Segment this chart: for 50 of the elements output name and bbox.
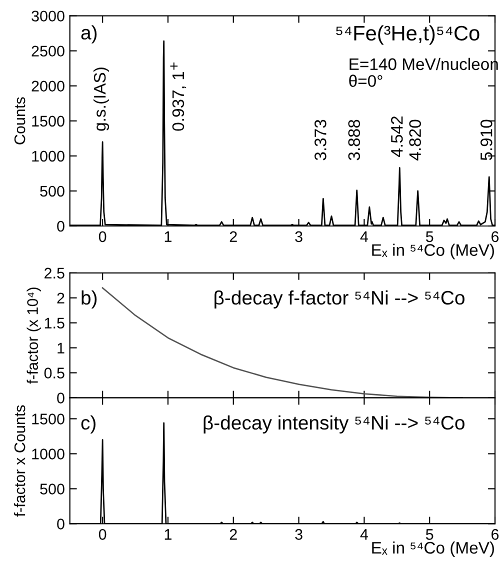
x-tick-label: 4	[360, 529, 368, 540]
x-tick-label: 5	[426, 231, 434, 242]
annotation: g.s.(IAS)	[93, 68, 110, 131]
y-tick-label: 1.5	[44, 318, 64, 329]
annotation: c)	[81, 415, 96, 434]
y-tick-label: 500	[40, 484, 64, 494]
y-tick-label: 1000	[32, 150, 64, 162]
y-tick-label: 0	[57, 518, 64, 530]
x-tick-label: 4	[360, 231, 368, 242]
y-axis-title: f-factor (x 10⁴)	[26, 288, 41, 384]
annotation: b)	[82, 290, 97, 308]
y-tick-label: 1500	[32, 116, 64, 127]
x-tick-label: 1	[164, 529, 172, 540]
x-tick-label: 3	[295, 231, 302, 242]
text: β-decay intensity ⁵⁴Ni --> ⁵⁴Co	[204, 415, 464, 434]
x-tick-label: 2	[230, 231, 237, 242]
y-tick-label: 2	[57, 292, 64, 304]
annotation: 5.910	[480, 120, 492, 160]
annotation: 3.373	[314, 120, 326, 160]
annotation: 4.820	[409, 120, 421, 160]
y-tick-label: 2.5	[44, 268, 64, 279]
y-tick-label: 1	[58, 342, 64, 354]
x-tick-label: 0	[98, 529, 106, 540]
y-tick-label: 0.5	[44, 368, 64, 378]
annotation: 3.888	[348, 120, 360, 160]
y-tick-label: 1500	[32, 414, 64, 424]
annotation: θ=0°	[349, 74, 382, 87]
x-tick-label: 2	[230, 529, 237, 540]
text: β-decay f-factor ⁵⁴Ni --> ⁵⁴Co	[214, 290, 464, 308]
y-tick-label: 1000	[32, 448, 64, 460]
x-tick-label: 5	[426, 529, 434, 540]
x-axis-title: Eₓ in ⁵⁴Co (MeV)	[372, 541, 494, 557]
y-tick-label: 500	[40, 186, 64, 197]
y-tick-label: 2500	[32, 46, 64, 57]
annotation: a)	[81, 25, 97, 44]
y-tick-label: 2000	[32, 80, 64, 92]
y-tick-label: 3000	[32, 10, 64, 22]
x-tick-label: 1	[164, 231, 172, 242]
x-tick-label: 6	[492, 529, 499, 540]
x-tick-label: 3	[295, 529, 302, 540]
y-tick-label: 0	[57, 220, 64, 232]
x-tick-label: 0	[98, 231, 106, 242]
y-axis-title: Counts	[14, 97, 26, 144]
x-tick-label: 6	[492, 231, 499, 242]
annotation: 0.937, 1$^{+}$	[170, 62, 186, 131]
annotation: 4.542	[391, 116, 403, 157]
y-tick-label: 0	[57, 392, 64, 404]
y-axis-title: f-factor x Counts	[14, 405, 26, 517]
chart-title: ⁵⁴Fe(³He,t)⁵⁴Co	[336, 25, 480, 45]
x-axis-title: Eₓ in ⁵⁴Co (MeV)	[372, 244, 494, 260]
